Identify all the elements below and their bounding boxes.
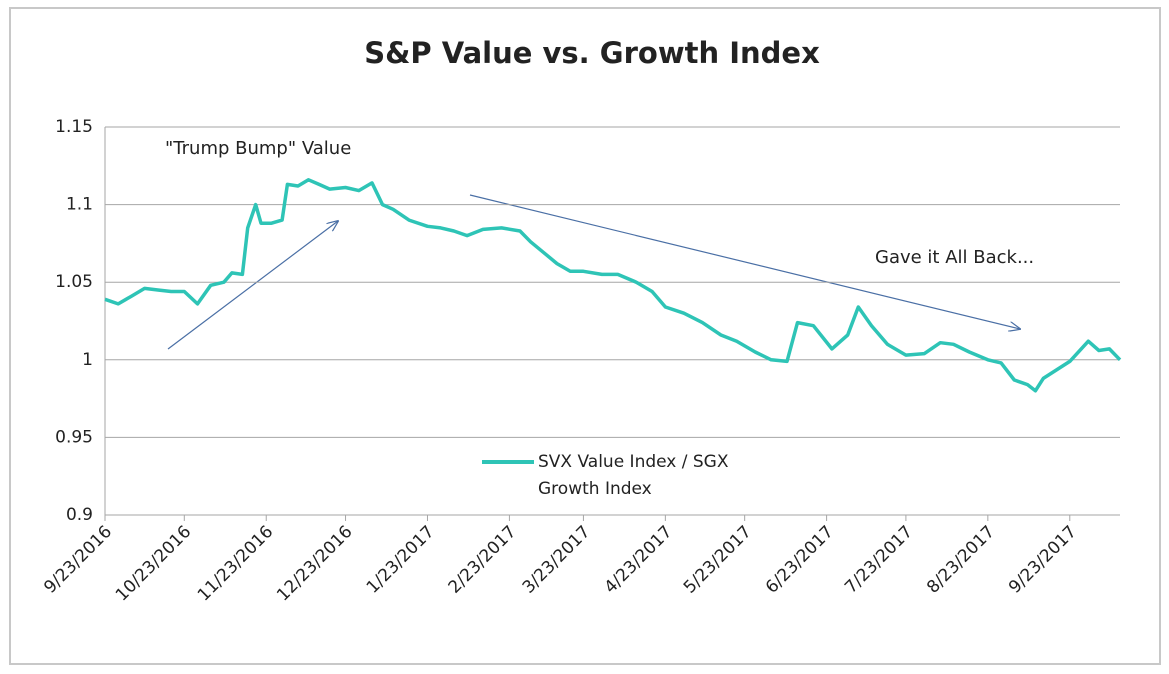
annotation: "Trump Bump" Value [165,138,351,159]
y-tick-label: 1 [82,350,93,370]
annotation: Gave it All Back... [875,247,1034,268]
line [104,178,1122,393]
y-tick-label: 0.95 [55,427,93,447]
legend-label: SVX Value Index / SGX Growth Index [538,452,729,499]
legend-swatch [482,460,534,464]
legend: SVX Value Index / SGX Growth Index [482,449,778,503]
y-tick-label: 1.05 [55,272,93,292]
chart-title: S&P Value vs. Growth Index [364,36,820,70]
y-tick-label: 1.1 [66,195,93,215]
arrow [469,194,1020,329]
chart-frame [9,7,1161,665]
y-tick-label: 1.15 [55,117,93,137]
y-tick-label: 0.9 [66,505,93,525]
arrow [167,221,338,350]
